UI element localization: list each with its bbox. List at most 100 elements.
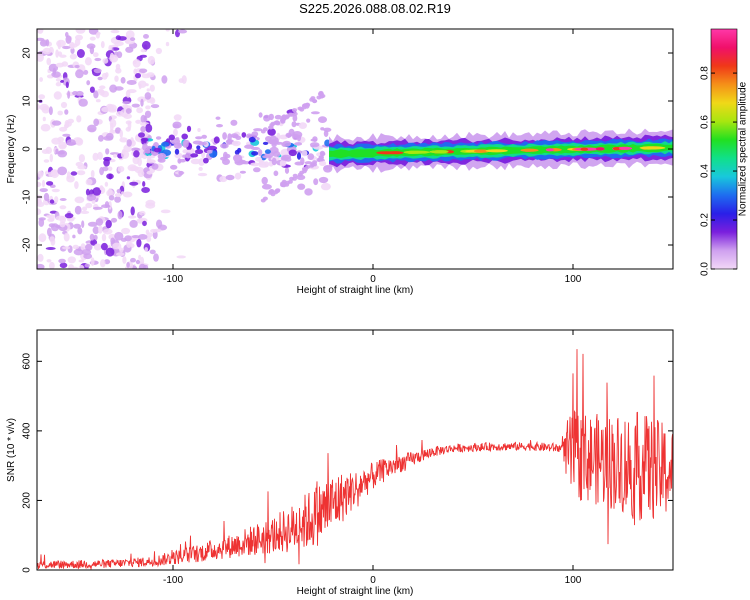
tone-peak [403,150,424,154]
noise-blob [140,98,144,107]
spectrogram-xtick-label: 100 [565,274,582,285]
onset-blob [220,143,229,149]
noise-blob [58,141,67,150]
onset-blob [231,140,241,147]
noise-blob [42,47,52,55]
tone-peak [580,147,589,151]
onset-blob [242,161,251,165]
onset-blob [267,128,276,136]
noise-blob [139,154,144,159]
noise-blob [155,47,162,55]
noise-blob [64,213,74,219]
noise-blob [104,201,110,208]
noise-blob [65,31,69,38]
noise-blob [137,169,145,178]
noise-blob [92,206,103,210]
noise-blob [46,57,51,66]
onset-blob [320,127,325,131]
onset-blob [179,158,186,163]
noise-blob [145,83,149,87]
noise-blob [66,139,76,146]
noise-blob [135,119,142,124]
noise-blob [101,106,111,113]
noise-blob [138,132,145,138]
noise-blob [38,233,47,243]
onset-blob [264,149,271,154]
noise-blob [142,181,146,187]
onset-blob [288,149,297,157]
onset-blob [175,137,180,141]
noise-blob [93,68,102,74]
noise-blob [103,156,112,162]
noise-blob [109,84,118,93]
onset-blob [298,122,307,129]
noise-blob [122,191,133,198]
noise-blob [108,188,112,196]
snr-ytick-label: 0 [22,567,33,573]
onset-blob [301,150,308,157]
chirp-blob [275,188,281,193]
noise-blob [84,263,91,268]
noise-blob [45,39,50,47]
tone-peak [617,146,633,150]
noise-blob [144,92,152,100]
noise-blob [37,208,42,216]
noise-blob [80,210,90,214]
noise-blob [160,209,171,214]
onset-blob [182,139,189,148]
noise-blob [176,255,186,259]
noise-blob [55,82,62,87]
snr-ytick-label: 600 [22,353,33,370]
noise-blob [37,37,45,41]
onset-blob [261,184,272,190]
noise-blob [38,94,46,100]
noise-blob [69,53,77,60]
noise-blob [89,233,95,241]
noise-blob [64,109,69,115]
noise-blob [47,217,55,222]
onset-blob [282,140,292,147]
onset-blob [307,153,315,161]
noise-blob [122,104,129,110]
noise-blob [99,185,104,191]
chart-title: S225.2026.088.08.02.R19 [299,1,451,16]
noise-blob [100,259,106,268]
noise-blob [133,68,138,75]
noise-blob [37,181,42,188]
noise-blob [50,169,58,177]
noise-blob [93,118,100,127]
noise-blob [144,110,152,119]
noise-blob [74,205,82,215]
onset-blob [197,141,207,146]
noise-blob [41,179,46,188]
colorbar-label: Normalized spectral amplitude [738,81,749,216]
noise-blob [68,264,75,269]
noise-blob [110,217,118,223]
noise-blob [77,227,83,235]
noise-blob [63,232,70,242]
noise-blob [136,107,144,114]
spectrogram-heatmap [37,29,673,269]
snr-xtick-label: 0 [370,575,376,586]
onset-blob [262,155,272,159]
noise-blob [153,253,159,262]
noise-blob [181,75,187,84]
noise-blob [133,147,141,152]
onset-blob [306,118,311,123]
noise-blob [110,237,116,245]
noise-blob [114,75,119,82]
noise-blob [75,69,84,79]
noise-blob [100,41,105,49]
noise-blob [165,29,170,32]
onset-blob [215,116,221,120]
noise-blob [136,238,142,248]
noise-blob [59,221,66,228]
onset-blob [294,142,303,146]
noise-blob [143,264,149,269]
onset-blob [258,161,267,166]
noise-blob [65,81,69,89]
noise-blob [150,228,158,233]
tone-peak [545,148,555,152]
onset-blob [323,130,329,138]
onset-blob [320,182,331,191]
